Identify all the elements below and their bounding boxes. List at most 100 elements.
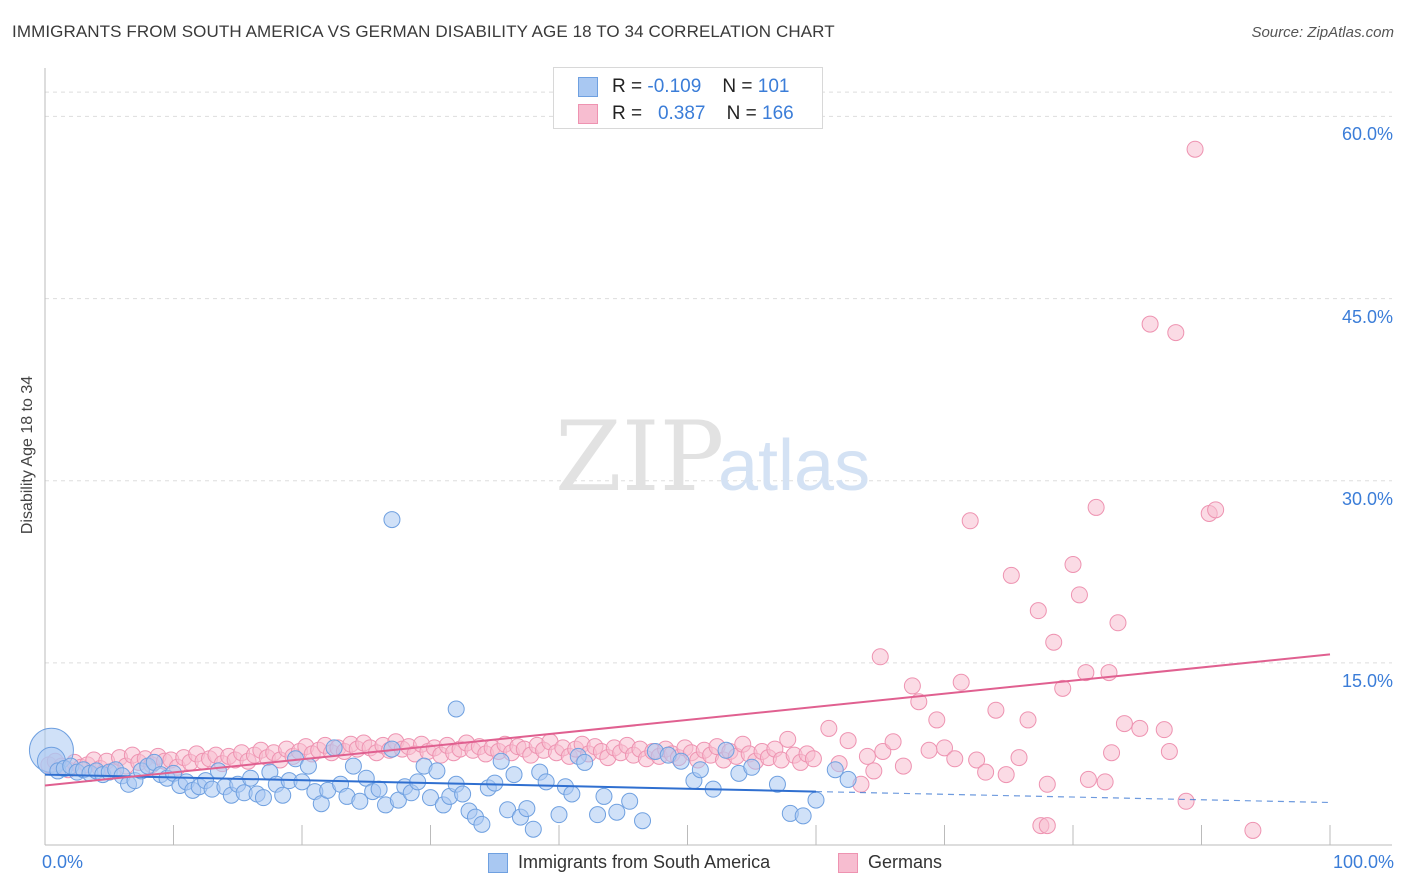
germans-point [1038, 817, 1056, 835]
y-tick-label: 45.0% [1341, 306, 1393, 327]
germans-point [1141, 315, 1159, 333]
germans-point [804, 750, 822, 768]
south-america-point [608, 803, 626, 821]
germans-point [977, 763, 995, 781]
south-america-point [563, 785, 581, 803]
germans-point [1077, 664, 1095, 682]
legend-r-value: 0.387 [657, 103, 706, 124]
south-america-point [794, 807, 812, 825]
germans-point [968, 751, 986, 769]
x-tick-label-max: 100.0% [1332, 852, 1394, 872]
germans-trend-line [44, 653, 1331, 787]
germans-point [894, 757, 912, 775]
germans-point [1002, 566, 1020, 584]
legend-series-name: Immigrants from South America [518, 852, 771, 872]
legend-n-label: N = [726, 103, 757, 124]
south-america-point [807, 791, 825, 809]
germans-point [920, 741, 938, 759]
bottom-legend-south-america[interactable]: Immigrants from South America [488, 852, 770, 873]
germans-point [1038, 775, 1056, 793]
legend-r-label: R = [612, 103, 643, 124]
south-america-point [524, 820, 542, 838]
south-america-point [589, 806, 607, 824]
south-america-point [325, 739, 343, 757]
chart-title: IMMIGRANTS FROM SOUTH AMERICA VS GERMAN … [12, 22, 835, 41]
south-america-point [634, 812, 652, 830]
germans-point [1186, 140, 1204, 158]
germans-point [1087, 498, 1105, 516]
germans-point [961, 512, 979, 530]
south-america-point [447, 700, 465, 718]
data-points [28, 140, 1262, 839]
south-america-point [492, 752, 510, 770]
south-america-point [344, 757, 362, 775]
south-america-point [422, 789, 439, 807]
legend-r-value: -0.109 [647, 76, 702, 97]
south-america-point [254, 789, 272, 807]
germans-point [1079, 770, 1097, 788]
south-america-point [621, 792, 639, 810]
germans-point [1131, 719, 1149, 737]
south-america-point [383, 511, 401, 529]
watermark-atlas: atlas [718, 426, 870, 506]
legend-series-name: Germans [868, 852, 943, 872]
watermark-zip: ZIP [555, 401, 724, 513]
germans-point [779, 730, 797, 748]
germans-point [1096, 773, 1114, 791]
germans-point [1029, 602, 1047, 620]
south-america-trend-line [44, 773, 817, 793]
y-tick-label: 30.0% [1341, 488, 1393, 509]
germans-point [928, 711, 946, 729]
germans-point [1064, 556, 1082, 573]
south-america-point [299, 757, 317, 775]
germans-point [997, 766, 1015, 784]
legend-swatch-blue [578, 77, 598, 97]
bottom-legend-germans[interactable]: Germans [838, 852, 942, 873]
germans-point [1070, 586, 1088, 604]
germans-point [839, 732, 857, 750]
legend-n-value: 101 [757, 76, 790, 97]
germans-point [1054, 679, 1072, 697]
germans-point [936, 739, 953, 757]
germans-point [820, 719, 838, 737]
germans-point [1177, 792, 1195, 810]
south-america-point [370, 780, 388, 798]
south-america-point [486, 774, 504, 792]
south-america-point [473, 815, 491, 833]
germans-point [871, 648, 889, 666]
x-tick-label-min: 0.0% [42, 852, 84, 872]
germans-point [858, 747, 876, 765]
south-america-point [518, 800, 536, 818]
south-america-point [691, 761, 709, 779]
correlation-legend: R = -0.109 N = 101 R = 0.387 N = 166 [553, 67, 823, 129]
germans-point [1244, 821, 1262, 839]
germans-point [1019, 711, 1037, 729]
legend-swatch-pink [578, 104, 598, 124]
y-tick-label: 15.0% [1341, 670, 1393, 691]
south-america-point [595, 787, 613, 805]
south-america-point [209, 762, 227, 780]
watermark: ZIP atlas [555, 401, 870, 513]
germans-point [1155, 721, 1173, 739]
germans-point [1207, 501, 1225, 519]
south-america-point [743, 758, 761, 776]
south-america-point [768, 775, 786, 793]
germans-point [952, 673, 970, 691]
germans-point [1103, 744, 1121, 762]
germans-point [1109, 614, 1127, 632]
germans-point [1010, 749, 1028, 767]
grid-lines [45, 91, 1392, 664]
germans-point [1160, 743, 1178, 760]
germans-point [865, 762, 883, 780]
south-america-point [274, 786, 292, 804]
chart-source: Source: ZipAtlas.com [1251, 24, 1394, 41]
south-america-point [505, 766, 523, 784]
south-america-point [499, 801, 517, 819]
south-america-point [826, 761, 844, 779]
south-america-point [537, 773, 555, 791]
legend-n-label: N = [722, 76, 753, 97]
legend-row-germans: R = 0.387 N = 166 [578, 102, 794, 126]
south-america-point [351, 792, 369, 810]
germans-point [884, 733, 902, 751]
